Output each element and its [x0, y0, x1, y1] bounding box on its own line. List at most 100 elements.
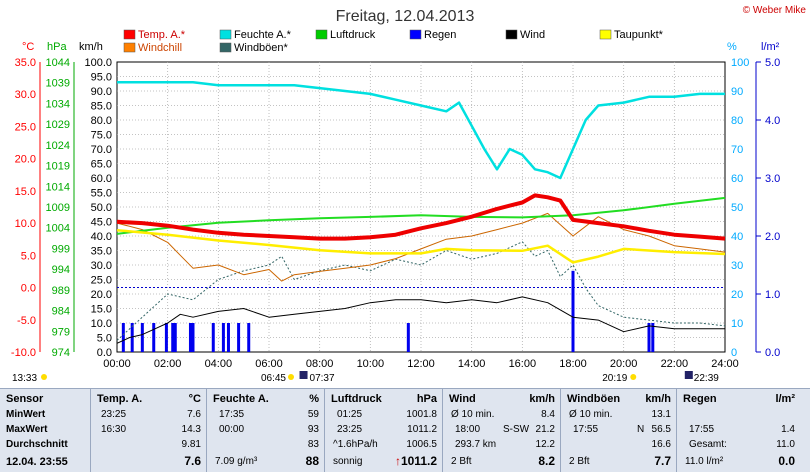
legend-label-1: Feuchte A.* [234, 29, 292, 41]
row-label-avg: Durchschnitt [6, 439, 68, 450]
legend-label-7: Windböen* [234, 42, 289, 54]
summary-table: Sensor MinWert MaxWert Durchschnitt 12.0… [0, 388, 810, 472]
rain-bar-5 [171, 323, 175, 352]
tick-humidity-0: 100 [731, 57, 749, 69]
sun-moon-marks: 13:33 06:45 07:37 20:19 22:39 [12, 371, 719, 384]
legend-swatch-2 [315, 29, 328, 40]
tick-wind-9: 55.0 [91, 188, 112, 200]
press-forecast: sonnig [333, 456, 363, 467]
tick-pressure-2: 1034 [46, 98, 70, 110]
tick-wind-4: 80.0 [91, 115, 112, 127]
chart-title: Freitag, 12.04.2013 [336, 8, 475, 25]
col-rain: Regen l/m² 17:55 1.4 Gesamt: 11.0 11.0 l… [676, 389, 810, 472]
tick-wind-14: 30.0 [91, 260, 112, 272]
rain-bar-2 [140, 323, 144, 352]
rain-header: Regen [683, 393, 717, 405]
tick-x-12: 24:00 [711, 358, 739, 370]
rain-bar-13 [247, 323, 251, 352]
moonset-icon [684, 371, 693, 379]
copyright-text: © Weber Mike [743, 5, 807, 16]
tick-humidity-10: 0 [731, 347, 737, 359]
gust-max-time: 17:55 [573, 424, 599, 435]
tick-x-0: 00:00 [103, 358, 131, 370]
legend-swatch-6 [123, 42, 136, 53]
series-pressure [116, 196, 726, 235]
hum-abs-value: 7.09 g/m³ [215, 456, 258, 467]
gust-unit: km/h [645, 393, 671, 405]
legend-swatch-4 [505, 29, 518, 40]
gust-max-dir: N [637, 424, 645, 435]
col-humidity: Feuchte A. % 17:35 59 00:00 93 83 7.09 g… [206, 389, 325, 472]
tick-humidity-4: 60 [731, 173, 743, 185]
legend-label-0: Temp. A.* [138, 29, 186, 41]
rain-bar-8 [191, 323, 195, 352]
legend-label-6: Windchill [138, 42, 182, 54]
tick-rain-1: 4.0 [765, 115, 780, 127]
col-gusts: Windböen km/h Ø 10 min. 13.1 17:55 N 56.… [560, 389, 677, 472]
sunrise-label: 06:45 [261, 373, 286, 384]
axis-unit-pressure: hPa [47, 41, 67, 53]
tick-x-9: 18:00 [559, 358, 587, 370]
rain-max-time: 17:55 [689, 424, 715, 435]
tick-temp-7: 0.0 [21, 283, 36, 295]
rain-max-value: 1.4 [781, 424, 795, 435]
rain-bar-0 [121, 323, 125, 352]
press-header: Luftdruck [331, 393, 382, 405]
series-gusts [116, 241, 726, 341]
legend-swatch-1 [219, 29, 232, 40]
tick-rain-3: 2.0 [765, 231, 780, 243]
tick-humidity-1: 90 [731, 86, 743, 98]
press-max-value: 1011.2 [407, 424, 437, 435]
hum-unit: % [309, 393, 319, 405]
tick-humidity-8: 20 [731, 289, 743, 301]
hum-max-value: 93 [307, 424, 319, 435]
rain-bar-15 [571, 270, 575, 352]
tick-humidity-9: 10 [731, 318, 743, 330]
legend-label-4: Wind [520, 29, 545, 41]
temp-max-value: 14.3 [181, 424, 201, 435]
tick-pressure-9: 999 [52, 243, 70, 255]
tick-wind-19: 5.0 [97, 333, 112, 345]
temp-unit: °C [188, 393, 201, 405]
tick-humidity-7: 30 [731, 260, 743, 272]
rain-bar-10 [221, 323, 225, 352]
tick-temp-9: -10.0 [11, 347, 36, 359]
rain-bar-16 [647, 323, 651, 352]
press-min-value: 1001.8 [406, 409, 437, 420]
chart-svg: Freitag, 12.04.2013 © Weber Mike Temp. A… [11, 5, 807, 384]
sunrise-icon [288, 374, 294, 380]
rain-bar-4 [164, 323, 168, 352]
tick-x-4: 08:00 [306, 358, 334, 370]
gust-avg10-value: 13.1 [651, 409, 671, 420]
rain-bar-11 [226, 323, 230, 352]
temp-avg-value: 9.81 [181, 439, 201, 450]
tick-temp-2: 25.0 [15, 121, 36, 133]
tick-wind-18: 10.0 [91, 318, 112, 330]
tick-wind-0: 100.0 [84, 57, 112, 69]
wind-bft: 2 Bft [451, 456, 472, 467]
tick-temp-4: 15.0 [15, 186, 36, 198]
tick-rain-0: 5.0 [765, 57, 780, 69]
moonrise-label: 07:37 [310, 373, 335, 384]
hum-min-time: 17:35 [219, 409, 245, 420]
tick-humidity-5: 50 [731, 202, 743, 214]
press-unit: hPa [416, 393, 437, 405]
axis-unit-humidity: % [727, 41, 737, 53]
temp-header: Temp. A. [97, 393, 143, 405]
tick-temp-5: 10.0 [15, 218, 36, 230]
tick-rain-4: 1.0 [765, 289, 780, 301]
press-current-number: 1011.2 [400, 454, 437, 468]
wind-avg10-value: 8.4 [541, 409, 555, 420]
axis-unit-temp: °C [22, 41, 34, 53]
tick-pressure-10: 994 [52, 264, 70, 276]
legend-swatch-7 [219, 42, 232, 53]
rain-bar-12 [237, 323, 241, 352]
wind-avg-value: 12.2 [535, 439, 555, 450]
tick-wind-7: 65.0 [91, 159, 112, 171]
sensor-header: Sensor [6, 393, 44, 405]
time-left-label: 13:33 [12, 373, 37, 384]
rain-unit: l/m² [775, 393, 795, 405]
legend-label-5: Taupunkt* [614, 29, 664, 41]
press-arrow-icon: ↑ [394, 454, 401, 468]
tick-pressure-1: 1039 [46, 78, 70, 90]
